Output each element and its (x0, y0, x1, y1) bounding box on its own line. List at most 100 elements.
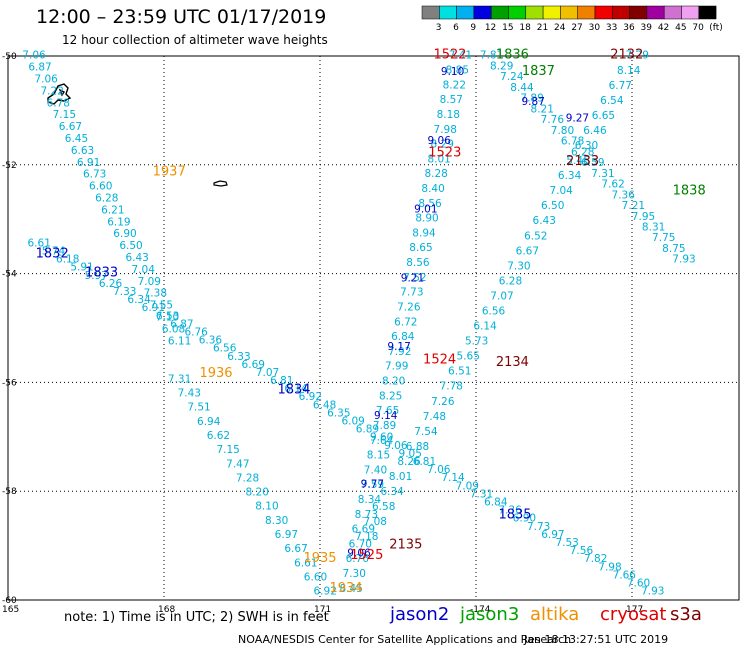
latitude-tick-label: -54 (2, 270, 17, 280)
wave-height-value: 6.97 (275, 529, 298, 541)
wave-height-value: 6.90 (113, 228, 136, 240)
pass-time-label: 1523 (428, 146, 461, 161)
pass-time-label: 1934 (329, 581, 362, 596)
wave-height-value: 8.14 (617, 65, 641, 77)
wave-height-value: 8.31 (642, 222, 665, 234)
wave-height-value: 6.19 (107, 216, 130, 228)
satellite-legend-item: jason3 (460, 604, 520, 625)
wave-height-value: 6.50 (119, 240, 142, 252)
pass-time-label: 1522 (433, 48, 466, 63)
wave-height-value: 7.30 (343, 568, 366, 580)
wave-height-value: 6.36 (199, 335, 223, 347)
wave-height-value: 7.18 (355, 531, 378, 543)
wave-height-value: 6.08 (162, 323, 185, 335)
wave-height-value: 8.56 (418, 198, 442, 210)
wave-height-value: 7.53 (555, 537, 578, 549)
wave-height-value: 6.54 (600, 95, 624, 107)
wave-height-value: 6.87 (170, 318, 193, 330)
color-tick-label: 39 (641, 23, 653, 33)
longitude-tick-label: 171 (314, 605, 331, 615)
wave-height-value: 6.76 (184, 326, 208, 338)
wave-height-value: 6.81 (270, 375, 293, 387)
wave-height-value: 7.64 (370, 435, 394, 447)
wave-height-value: 7.55 (150, 300, 173, 312)
wave-height-value: 6.60 (304, 571, 327, 583)
pass-time-label: 1837 (522, 64, 555, 79)
wave-height-value: 7.31 (591, 168, 614, 180)
wave-height-value: 7.80 (551, 125, 574, 137)
wave-height-value: 6.21 (101, 204, 124, 216)
wave-height-value: 7.52 (403, 272, 426, 284)
wave-height-value: 8.94 (412, 227, 436, 239)
wave-height-value: 7.10 (156, 312, 179, 324)
wave-height-value: 6.92 (314, 586, 337, 598)
wave-height-value: 7.47 (226, 458, 249, 470)
wave-height-value: 6.78 (47, 97, 70, 109)
wave-height-value: 8.29 (490, 60, 513, 72)
pass-time-label: 2133 (566, 154, 599, 169)
wave-height-value: 6.76 (346, 553, 370, 565)
wave-height-value: 6.28 (571, 146, 594, 158)
wave-height-value: 6.73 (83, 169, 106, 181)
wave-height-value: 9.77 (361, 479, 384, 491)
wave-height-value: 7.48 (423, 411, 446, 423)
pass-time-label: 1838 (673, 184, 706, 199)
wave-height-value: 7.82 (584, 553, 607, 565)
wave-height-value: 5.91 (70, 262, 93, 274)
wave-height-value: 7.99 (385, 361, 408, 373)
color-tick-label: 21 (537, 23, 548, 33)
wave-height-value: 8.85 (446, 65, 469, 77)
color-tick-label: 24 (554, 23, 566, 33)
wave-height-value: 7.33 (113, 286, 136, 298)
wave-height-value: 7.43 (178, 388, 201, 400)
wave-height-value: 6.46 (583, 125, 607, 137)
wave-height-value: 9.10 (441, 66, 464, 78)
wave-height-value: 5.74 (42, 245, 66, 257)
wave-height-value: 6.67 (516, 245, 539, 257)
wave-height-value: 7.65 (376, 405, 399, 417)
wave-height-value: 6.92 (299, 391, 322, 403)
wave-height-value: 7.95 (632, 211, 655, 223)
wave-height-value: 8.30 (265, 515, 288, 527)
wave-height-value: 6.50 (541, 200, 564, 212)
map-frame (7, 55, 740, 601)
wave-height-value: 6.35 (327, 407, 350, 419)
wave-height-value: 7.38 (144, 288, 167, 300)
wave-height-value: 7.07 (256, 367, 279, 379)
color-tick-label: 45 (675, 23, 686, 33)
wave-height-value: 6.90 (513, 513, 536, 525)
wave-height-value: 9.14 (374, 410, 398, 422)
credit-line: NOAA/NESDIS Center for Satellite Applica… (238, 633, 572, 646)
wave-height-value: 6.28 (499, 275, 522, 287)
wave-height-value: 7.06 (34, 74, 58, 86)
wave-height-value: 9.87 (522, 96, 545, 108)
wave-height-value: 7.36 (612, 189, 636, 201)
wave-height-value: 7.04 (549, 185, 573, 197)
wave-height-value: 8.65 (409, 242, 432, 254)
wave-height-value: 6.14 (284, 383, 308, 395)
wave-height-value: 8.34 (358, 494, 382, 506)
pass-time-label: 1835 (498, 507, 531, 522)
wave-height-value: 6.51 (448, 366, 471, 378)
wave-height-value: 7.04 (132, 264, 156, 276)
wave-height-value: 7.76 (541, 114, 565, 126)
wave-height-value: 5.73 (465, 336, 488, 348)
wave-height-value: 6.77 (609, 80, 632, 92)
latitude-tick-label: -56 (2, 378, 17, 388)
wave-height-value: 7.54 (414, 426, 438, 438)
wave-height-value: 6.91 (77, 157, 100, 169)
wave-height-value: 6.67 (284, 543, 307, 555)
pass-time-label: 1524 (423, 352, 456, 367)
wave-height-value: 8.29 (431, 139, 454, 151)
wave-height-value: 7.59 (361, 479, 384, 491)
wave-height-value: 8.18 (437, 109, 460, 121)
wave-height-value: 6.94 (197, 416, 221, 428)
wave-height-value: 7.31 (470, 488, 493, 500)
wave-height-value: 8.15 (367, 450, 390, 462)
wave-height-value: 7.60 (627, 577, 650, 589)
wave-height-value: 7.98 (434, 124, 457, 136)
wave-height-value: 7.07 (490, 290, 513, 302)
wave-height-value: 6.30 (575, 140, 598, 152)
satellite-legend-item: cryosat (600, 604, 667, 625)
